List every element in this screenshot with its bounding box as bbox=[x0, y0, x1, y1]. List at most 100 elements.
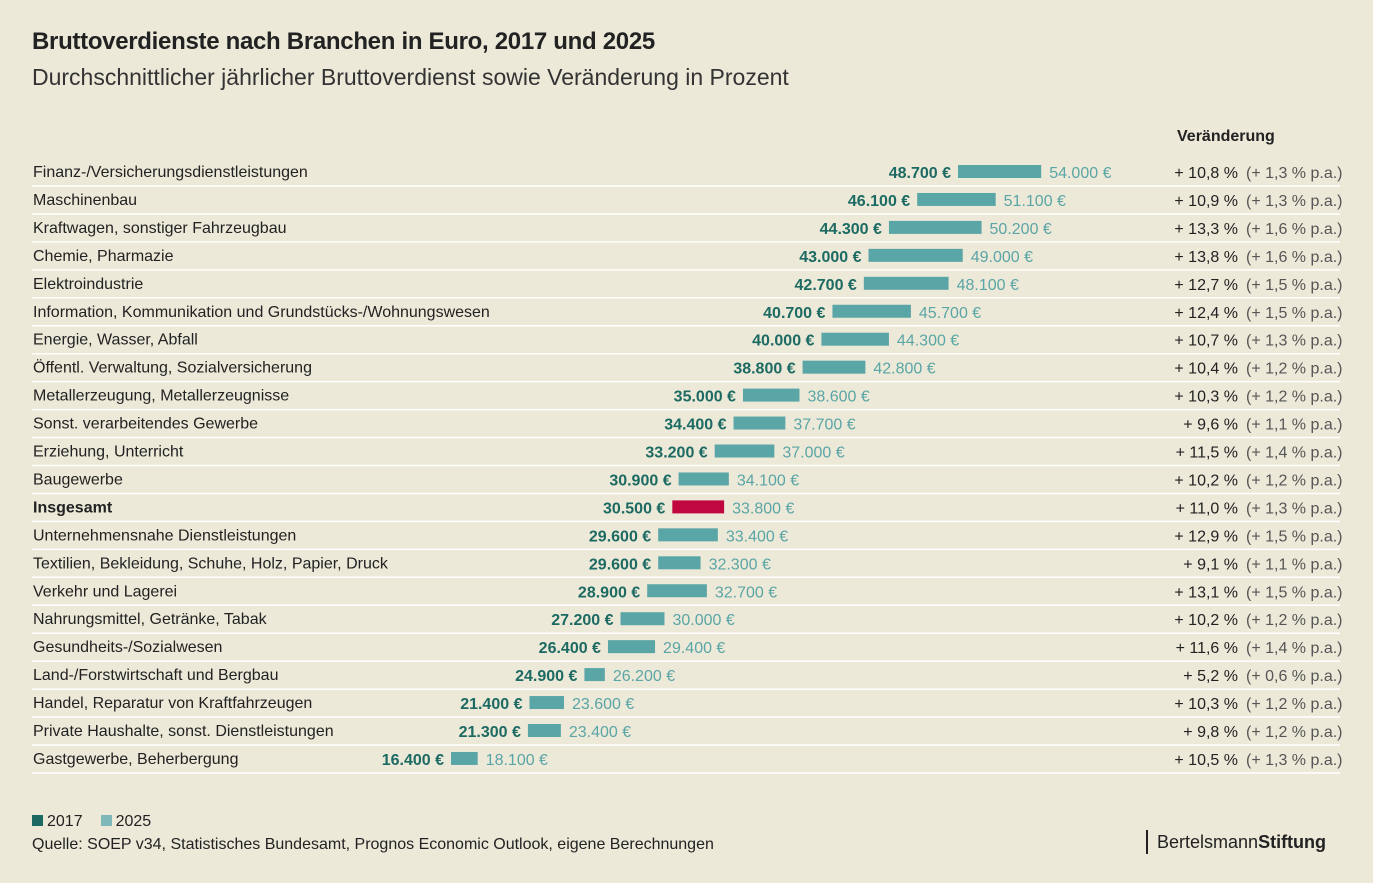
value-2017: 34.400 € bbox=[664, 417, 726, 434]
change-percent: + 10,2 % bbox=[1174, 612, 1238, 629]
value-2025: 38.600 € bbox=[807, 389, 869, 406]
change-per-year: (+ 1,4 % p.a.) bbox=[1246, 445, 1343, 462]
bar-change bbox=[863, 276, 949, 290]
change-percent: + 10,9 % bbox=[1174, 193, 1238, 210]
bar-change bbox=[658, 528, 718, 542]
row-label: Sonst. verarbeitendes Gewerbe bbox=[33, 416, 258, 433]
row-label: Private Haushalte, sonst. Dienstleistung… bbox=[33, 723, 334, 740]
value-2025: 33.800 € bbox=[732, 500, 794, 517]
bar-change bbox=[527, 724, 561, 737]
row-label: Verkehr und Lagerei bbox=[33, 583, 177, 600]
row-label: Gastgewerbe, Beherbergung bbox=[33, 751, 238, 768]
value-2025: 32.700 € bbox=[715, 584, 777, 601]
change-per-year: (+ 1,4 % p.a.) bbox=[1246, 640, 1343, 657]
change-percent: + 13,8 % bbox=[1174, 249, 1238, 266]
chart-subtitle: Durchschnittlicher jährlicher Bruttoverd… bbox=[32, 64, 789, 90]
legend-2025: 2025 bbox=[100, 813, 152, 831]
bar-change bbox=[529, 696, 565, 710]
change-per-year: (+ 1,5 % p.a.) bbox=[1246, 528, 1343, 545]
change-per-year: (+ 1,5 % p.a.) bbox=[1246, 305, 1343, 322]
row-label: Baugewerbe bbox=[33, 471, 123, 488]
value-2017: 26.400 € bbox=[539, 640, 601, 657]
change-percent: + 11,0 % bbox=[1176, 500, 1238, 517]
row-label: Metallerzeugung, Metallerzeugnisse bbox=[33, 388, 289, 405]
bar-change bbox=[888, 220, 982, 234]
row-label: Chemie, Pharmazie bbox=[33, 248, 174, 265]
legend-label-2017: 2017 bbox=[47, 813, 83, 830]
value-2017: 30.900 € bbox=[609, 472, 671, 489]
value-2017: 33.200 € bbox=[645, 445, 707, 462]
change-per-year: (+ 1,3 % p.a.) bbox=[1246, 752, 1343, 769]
change-percent: + 5,2 % bbox=[1183, 668, 1238, 685]
row-label: Energie, Wasser, Abfall bbox=[33, 332, 198, 349]
value-2017: 46.100 € bbox=[848, 193, 910, 210]
row-label: Erziehung, Unterricht bbox=[33, 444, 184, 461]
change-percent: + 10,8 % bbox=[1174, 165, 1238, 182]
bar-change bbox=[451, 751, 478, 765]
bar-change bbox=[958, 165, 1042, 178]
change-per-year: (+ 1,6 % p.a.) bbox=[1246, 249, 1343, 266]
change-per-year: (+ 1,2 % p.a.) bbox=[1246, 696, 1343, 713]
value-2025: 44.300 € bbox=[897, 333, 959, 350]
change-per-year: (+ 1,2 % p.a.) bbox=[1246, 472, 1343, 489]
row-label: Elektroindustrie bbox=[33, 276, 143, 293]
change-per-year: (+ 1,5 % p.a.) bbox=[1246, 277, 1343, 294]
value-2017: 44.300 € bbox=[820, 221, 882, 238]
legend-swatch-2017 bbox=[32, 815, 43, 826]
value-2025: 51.100 € bbox=[1004, 193, 1066, 210]
bar-change bbox=[821, 332, 889, 346]
change-per-year: (+ 1,3 % p.a.) bbox=[1246, 165, 1343, 182]
bar-change bbox=[802, 360, 866, 374]
change-percent: + 10,4 % bbox=[1174, 361, 1238, 378]
row-label: Textilien, Bekleidung, Schuhe, Holz, Pap… bbox=[33, 555, 389, 572]
change-per-year: (+ 1,1 % p.a.) bbox=[1246, 417, 1343, 434]
bar-change bbox=[672, 500, 725, 514]
legend: 2017 2025 bbox=[32, 813, 151, 831]
value-2017: 42.700 € bbox=[795, 277, 857, 294]
change-percent: + 9,8 % bbox=[1183, 724, 1238, 741]
change-per-year: (+ 0,6 % p.a.) bbox=[1246, 668, 1343, 685]
change-percent: + 12,4 % bbox=[1174, 305, 1238, 322]
value-2025: 34.100 € bbox=[737, 472, 799, 489]
row-label: Öffentl. Verwaltung, Sozialversicherung bbox=[33, 359, 312, 377]
bar-change bbox=[658, 556, 701, 570]
value-2017: 40.000 € bbox=[752, 333, 814, 350]
logo-part1: Bertelsmann bbox=[1157, 832, 1259, 852]
bar-change bbox=[607, 640, 656, 654]
bar-change bbox=[647, 584, 707, 598]
change-percent: + 13,3 % bbox=[1174, 221, 1238, 238]
value-2017: 38.800 € bbox=[733, 361, 795, 378]
change-per-year: (+ 1,1 % p.a.) bbox=[1246, 556, 1343, 573]
value-2025: 49.000 € bbox=[971, 249, 1033, 266]
change-percent: + 11,6 % bbox=[1176, 640, 1238, 657]
source-note: Quelle: SOEP v34, Statistisches Bundesam… bbox=[32, 836, 714, 853]
value-2017: 27.200 € bbox=[551, 612, 613, 629]
change-percent: + 10,3 % bbox=[1174, 389, 1238, 406]
value-2025: 26.200 € bbox=[613, 668, 675, 685]
bar-change bbox=[917, 192, 996, 206]
value-2025: 37.700 € bbox=[793, 417, 855, 434]
legend-label-2025: 2025 bbox=[115, 813, 152, 830]
row-label: Insgesamt bbox=[33, 499, 113, 516]
bar-change bbox=[733, 416, 786, 430]
row-label: Maschinenbau bbox=[33, 192, 137, 209]
value-2025: 23.400 € bbox=[569, 724, 631, 741]
value-2017: 43.000 € bbox=[799, 249, 861, 266]
value-2017: 48.700 € bbox=[889, 165, 951, 182]
change-percent: + 12,7 % bbox=[1174, 277, 1238, 294]
value-2017: 24.900 € bbox=[515, 668, 577, 685]
change-per-year: (+ 1,2 % p.a.) bbox=[1246, 612, 1343, 629]
row-label: Kraftwagen, sonstiger Fahrzeugbau bbox=[33, 220, 286, 237]
bar-change bbox=[620, 612, 665, 626]
change-per-year: (+ 1,3 % p.a.) bbox=[1246, 193, 1343, 210]
change-column-header: Veränderung bbox=[1177, 128, 1275, 145]
change-percent: + 10,2 % bbox=[1174, 472, 1238, 489]
change-per-year: (+ 1,2 % p.a.) bbox=[1246, 724, 1343, 741]
bar-change bbox=[832, 304, 911, 318]
value-2017: 29.600 € bbox=[589, 556, 651, 573]
legend-2017: 2017 bbox=[32, 813, 83, 831]
value-2025: 32.300 € bbox=[709, 556, 771, 573]
bar-change bbox=[714, 444, 775, 458]
value-2017: 40.700 € bbox=[763, 305, 825, 322]
